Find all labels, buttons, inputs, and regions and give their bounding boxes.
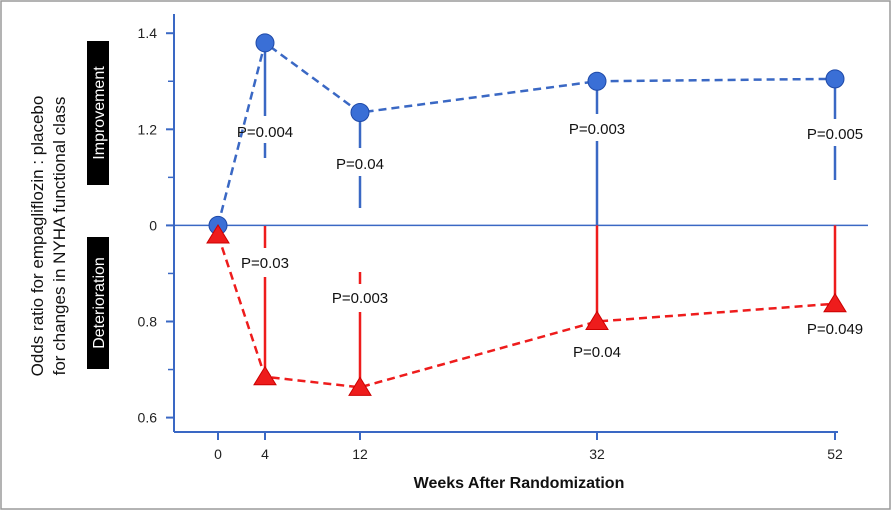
- deterioration-label-background: [87, 237, 109, 369]
- improvement-marker: [255, 33, 275, 53]
- improvement-marker: [587, 71, 607, 91]
- improvement-p-value: P=0.04: [336, 156, 384, 173]
- axes: 0.6 0.8 0 1.2 1.4 0 4 12 32 52: [138, 14, 868, 462]
- y-tick-label: 0: [149, 217, 157, 233]
- improvement-marker: [350, 102, 370, 122]
- y-tick-label: 0.8: [138, 313, 158, 329]
- deterioration-p-value: P=0.049: [807, 321, 863, 338]
- y-tick-label: 0.6: [138, 410, 158, 426]
- improvement-line: [216, 40, 836, 226]
- series-lines: [216, 40, 836, 389]
- y-axis-label: Odds ratio for empagliflozin : placebo f…: [28, 96, 69, 377]
- deterioration-marker: [348, 376, 372, 396]
- deterioration-line: [216, 234, 836, 389]
- deterioration-marker: [823, 292, 847, 313]
- x-tick-label: 4: [261, 446, 269, 462]
- deterioration-p-value: P=0.03: [241, 255, 289, 272]
- improvement-p-value: P=0.004: [237, 124, 293, 141]
- deterioration-marker: [206, 224, 230, 244]
- x-tick-label: 0: [214, 446, 222, 462]
- deterioration-marker: [253, 365, 277, 386]
- series-markers: [206, 33, 847, 396]
- y-tick-label: 1.4: [138, 25, 158, 41]
- x-axis-label: Weeks After Randomization: [414, 475, 625, 492]
- improvement-label-box: Improvement: [87, 41, 109, 185]
- x-tick-label: 12: [352, 446, 368, 462]
- deterioration-marker: [585, 310, 609, 330]
- deterioration-label-box: Deterioration: [87, 237, 109, 369]
- y-tick-label: 1.2: [138, 121, 158, 137]
- p-value-labels: P=0.004 P=0.04 P=0.003 P=0.005 P=0.03 P=0.003…: [237, 121, 863, 361]
- y-axis-label-line-1: Odds ratio for empagliflozin : placebo: [28, 96, 47, 377]
- y-axis-label-line-2: for changes in NYHA functional class: [50, 97, 69, 376]
- x-tick-label: 32: [589, 446, 605, 462]
- deterioration-label: Deterioration: [91, 257, 108, 349]
- improvement-label-background: [87, 41, 109, 185]
- improvement-p-value: P=0.005: [807, 126, 863, 143]
- deterioration-p-value: P=0.04: [573, 344, 621, 361]
- p-value-stems: [263, 42, 837, 388]
- improvement-label: Improvement: [91, 66, 108, 160]
- deterioration-p-value: P=0.003: [332, 290, 388, 307]
- x-tick-label: 52: [827, 446, 843, 462]
- improvement-marker: [825, 69, 845, 89]
- improvement-p-value: P=0.003: [569, 121, 625, 138]
